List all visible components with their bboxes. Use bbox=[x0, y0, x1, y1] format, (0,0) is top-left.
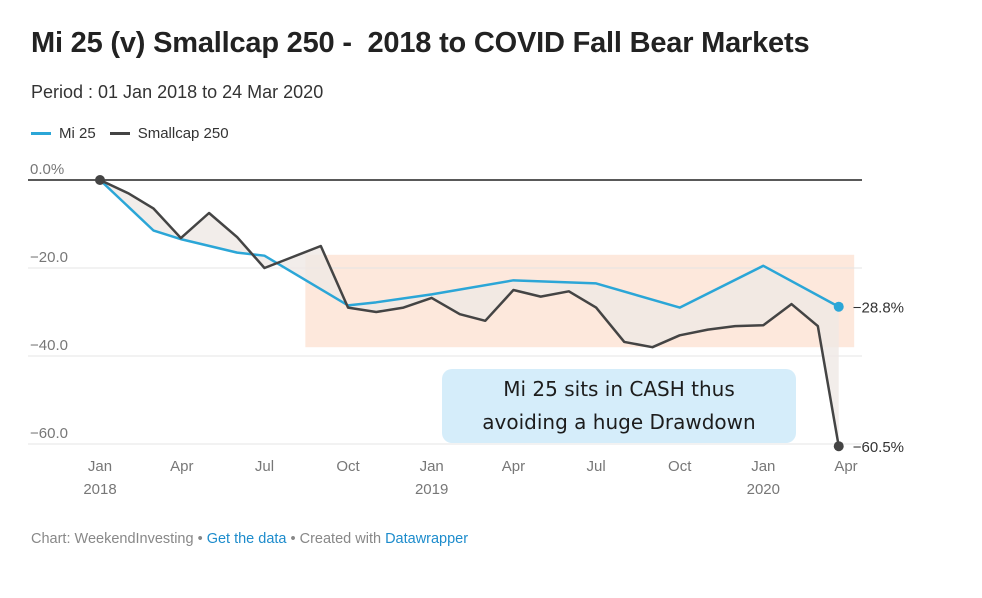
chart-subtitle: Period : 01 Jan 2018 to 24 Mar 2020 bbox=[31, 82, 324, 102]
legend-label-mi25: Mi 25 bbox=[59, 125, 96, 142]
chart-title: Mi 25 (v) Smallcap 250 - 2018 to COVID F… bbox=[31, 27, 810, 59]
start-point bbox=[95, 175, 105, 185]
legend-label-smallcap: Smallcap 250 bbox=[137, 125, 229, 142]
legend: Mi 25 Smallcap 250 bbox=[31, 125, 243, 142]
chart-footer: Chart: WeekendInvesting • Get the data •… bbox=[31, 531, 468, 547]
y-tick-label: 0.0% bbox=[30, 161, 64, 178]
series-line-smallcap bbox=[99, 178, 840, 447]
x-tick-label: Jan bbox=[88, 458, 112, 475]
end-point-smallcap bbox=[833, 441, 844, 452]
legend-item-mi25: Mi 25 bbox=[31, 125, 96, 142]
annotation-callout: Mi 25 sits in CASH thus avoiding a huge … bbox=[442, 369, 796, 443]
y-tick-label: −60.0 bbox=[30, 425, 68, 442]
end-point-mi25 bbox=[833, 301, 844, 312]
datawrapper-link[interactable]: Datawrapper bbox=[385, 531, 469, 547]
footer-separator: • bbox=[193, 531, 207, 547]
y-tick-label: −20.0 bbox=[30, 249, 68, 266]
x-tick-label: Jul bbox=[587, 458, 606, 475]
series-line-mi25 bbox=[99, 179, 840, 309]
x-tick-label: Jan bbox=[751, 458, 775, 475]
x-tick-label: Jan bbox=[420, 458, 444, 475]
x-tick-label: Jul bbox=[255, 458, 274, 475]
callout-line-1: Mi 25 sits in CASH thus bbox=[503, 377, 735, 401]
x-tick-year-label: 2020 bbox=[747, 481, 780, 498]
footer-source: Chart: WeekendInvesting bbox=[31, 531, 194, 547]
x-tick-label: Apr bbox=[170, 458, 193, 475]
callout-line-2: avoiding a huge Drawdown bbox=[482, 410, 756, 434]
x-tick-label: Apr bbox=[502, 458, 525, 475]
difference-area bbox=[100, 180, 839, 447]
x-tick-label: Oct bbox=[336, 458, 360, 475]
legend-item-smallcap: Smallcap 250 bbox=[109, 125, 229, 142]
x-tick-year-label: 2018 bbox=[83, 481, 116, 498]
legend-swatch-mi25 bbox=[31, 132, 51, 135]
end-label-mi25: −28.8% bbox=[853, 300, 904, 317]
x-tick-label: Oct bbox=[668, 458, 692, 475]
legend-swatch-smallcap bbox=[109, 132, 130, 135]
x-tick-label: Apr bbox=[834, 458, 857, 475]
get-data-link[interactable]: Get the data bbox=[206, 531, 287, 547]
x-tick-year-label: 2019 bbox=[415, 481, 448, 498]
y-tick-label: −40.0 bbox=[30, 337, 68, 354]
footer-created-with: • Created with bbox=[286, 531, 386, 547]
end-label-smallcap: −60.5% bbox=[853, 439, 904, 456]
